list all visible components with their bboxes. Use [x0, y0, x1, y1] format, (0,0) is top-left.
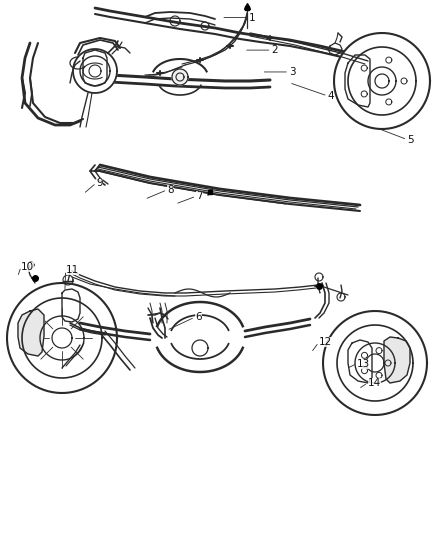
- Text: 6: 6: [195, 312, 201, 322]
- Text: 11: 11: [66, 265, 79, 275]
- Text: 13: 13: [357, 359, 370, 368]
- Polygon shape: [73, 49, 117, 93]
- Text: 4: 4: [328, 91, 334, 101]
- Polygon shape: [7, 283, 117, 393]
- Polygon shape: [18, 309, 44, 356]
- Polygon shape: [323, 311, 427, 415]
- Polygon shape: [172, 69, 188, 85]
- Text: 14: 14: [368, 378, 381, 387]
- Text: 10: 10: [21, 262, 34, 271]
- Text: 1: 1: [249, 13, 255, 22]
- Polygon shape: [384, 337, 410, 383]
- Polygon shape: [334, 33, 430, 129]
- Text: 3: 3: [289, 67, 296, 77]
- Text: 5: 5: [407, 135, 414, 144]
- Text: 12: 12: [319, 337, 332, 347]
- Text: 2: 2: [272, 45, 278, 55]
- Text: 8: 8: [167, 185, 174, 195]
- Text: 9: 9: [96, 178, 103, 188]
- Text: 7: 7: [196, 191, 203, 201]
